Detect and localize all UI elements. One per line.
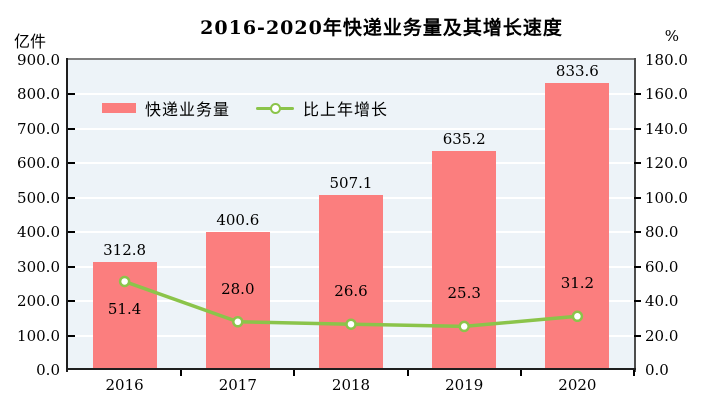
right-axis-tick-label: 180.0 [645, 51, 688, 69]
bar-2020 [545, 82, 610, 370]
line-value-label: 28.0 [221, 279, 255, 298]
right-axis-tick-label: 60.0 [645, 257, 679, 276]
plot-border-right [634, 58, 636, 372]
gridline [68, 162, 634, 165]
right-axis-tick [634, 162, 641, 165]
right-axis-tick [634, 196, 641, 199]
x-axis-tick [180, 370, 183, 376]
gridline [68, 93, 634, 96]
bar-value-label: 635.2 [442, 130, 486, 149]
right-axis-tick [634, 334, 641, 337]
left-axis-tick [68, 196, 75, 199]
x-axis-label: 2019 [445, 376, 484, 394]
left-axis-tick [68, 162, 75, 165]
x-axis-tick [406, 370, 409, 376]
bar-value-label: 400.6 [216, 211, 260, 229]
x-axis-tick [633, 370, 635, 376]
legend: 快递业务量 比上年增长 [102, 97, 388, 119]
right-axis-tick-label: 80.0 [645, 223, 679, 242]
chart-title: 2016-2020年快递业务量及其增长速度 [200, 17, 563, 39]
left-axis-tick [68, 93, 75, 96]
left-axis-tick-label: 300.0 [17, 257, 60, 276]
left-axis-tick-label: 600.0 [17, 154, 60, 173]
x-axis-tick [293, 370, 296, 376]
bar-value-label: 507.1 [329, 174, 373, 193]
x-axis-label: 2017 [218, 376, 257, 394]
left-axis-tick-label: 200.0 [17, 292, 60, 311]
right-axis-tick-label: 20.0 [645, 326, 679, 345]
right-axis-tick-label: 120.0 [645, 154, 688, 173]
left-axis-tick-label: 500.0 [17, 188, 60, 207]
plot-border-left [66, 58, 68, 372]
legend-line-label: 比上年增长 [303, 100, 389, 119]
legend-line-marker-icon [256, 102, 295, 114]
x-axis-label: 2020 [558, 376, 597, 394]
right-axis-tick [634, 300, 641, 303]
bar-value-label: 312.8 [103, 241, 147, 260]
plot-border-top [66, 58, 636, 60]
right-axis-tick-label: 0.0 [645, 361, 669, 379]
line-marker [232, 316, 244, 328]
bar-2018 [319, 195, 383, 370]
left-axis-tick-label: 800.0 [17, 85, 60, 104]
right-axis-tick [634, 93, 641, 96]
plot-area [68, 60, 634, 370]
left-axis-tick [68, 300, 75, 303]
left-axis-tick-label: 900.0 [17, 51, 60, 69]
line-marker [458, 320, 470, 333]
bar-2017 [205, 232, 270, 370]
line-marker [345, 318, 357, 330]
legend-bar-label: 快递业务量 [145, 100, 231, 119]
line-marker [571, 310, 584, 323]
x-axis-tick [519, 370, 522, 376]
left-axis-tick [68, 127, 75, 130]
plot-border-bottom [66, 368, 636, 370]
left-axis-tick-label: 100.0 [17, 326, 60, 345]
left-axis-tick-label: 0.0 [36, 361, 60, 379]
line-value-label: 31.2 [560, 274, 595, 293]
x-axis-label: 2016 [105, 376, 144, 394]
line-marker [118, 275, 131, 288]
line-value-label: 26.6 [334, 282, 368, 301]
right-axis-tick-label: 40.0 [645, 292, 679, 311]
line-value-label: 51.4 [107, 300, 142, 319]
right-axis-tick-label: 140.0 [645, 119, 688, 138]
left-axis-tick [68, 231, 75, 234]
left-axis-tick [68, 334, 75, 337]
growth-line [118, 275, 584, 333]
right-axis-tick-label: 160.0 [645, 85, 688, 104]
right-axis-tick [634, 127, 641, 130]
bar-2019 [432, 151, 497, 370]
right-axis-tick-label: 100.0 [645, 188, 688, 207]
left-axis-tick-label: 400.0 [17, 223, 60, 242]
right-axis-unit: % [664, 27, 679, 45]
left-axis-tick-label: 700.0 [17, 119, 60, 138]
left-axis-unit: 亿件 [14, 32, 47, 51]
right-axis-tick [634, 231, 641, 234]
x-axis-label: 2018 [331, 376, 371, 394]
legend-bar-swatch-icon [102, 103, 136, 113]
right-axis-tick [634, 265, 641, 268]
left-axis-tick [68, 265, 75, 268]
gridline [68, 127, 634, 130]
bar-value-label: 833.6 [555, 61, 599, 80]
line-value-label: 25.3 [447, 284, 481, 303]
